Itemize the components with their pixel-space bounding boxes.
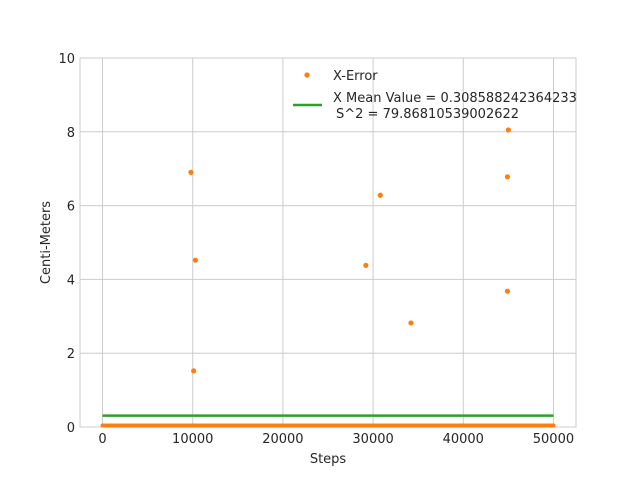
plot-area — [79, 57, 577, 428]
x-error-point-4 — [377, 192, 383, 198]
y-axis-ticks: 0 2 4 6 8 10 — [58, 52, 75, 436]
legend-label-mean: X Mean Value = 0.308588242364233 — [333, 91, 577, 106]
x-error-point-1 — [192, 257, 199, 263]
y-axis-label: Centi-Meters — [39, 201, 54, 284]
legend-marker-x-error — [304, 72, 310, 78]
y-tick-label-5: 10 — [58, 52, 75, 67]
y-tick-label-4: 8 — [67, 126, 75, 141]
x-axis-ticks: 0 10000 20000 30000 40000 50000 — [98, 432, 574, 447]
x-error-point-3 — [363, 262, 369, 268]
x-error-point-2 — [191, 368, 197, 374]
x-error-point-7 — [504, 174, 511, 180]
x-axis-label: Steps — [310, 452, 347, 467]
y-tick-label-0: 0 — [67, 421, 75, 436]
y-tick-label-1: 2 — [67, 347, 75, 362]
grid-vertical — [102, 58, 554, 427]
x-tick-label-0: 0 — [98, 432, 106, 447]
x-error-point-8 — [504, 288, 511, 294]
x-tick-label-4: 40000 — [443, 432, 484, 447]
x-error-point-5 — [408, 320, 414, 326]
legend-label-x-error: X-Error — [333, 69, 378, 84]
x-error-point-0 — [188, 169, 194, 175]
legend-label-variance: S^2 = 79.86810539002622 — [336, 107, 519, 122]
legend: X-Error X Mean Value = 0.308588242364233… — [293, 69, 577, 122]
y-tick-label-2: 4 — [67, 273, 75, 288]
series-layer — [100, 127, 556, 428]
x-tick-label-3: 30000 — [352, 432, 393, 447]
plot-frame — [79, 57, 577, 428]
x-error-point-6 — [505, 127, 511, 133]
x-tick-label-5: 50000 — [533, 432, 574, 447]
x-tick-label-1: 10000 — [172, 432, 213, 447]
x-tick-label-2: 20000 — [262, 432, 303, 447]
y-tick-label-3: 6 — [67, 200, 75, 215]
